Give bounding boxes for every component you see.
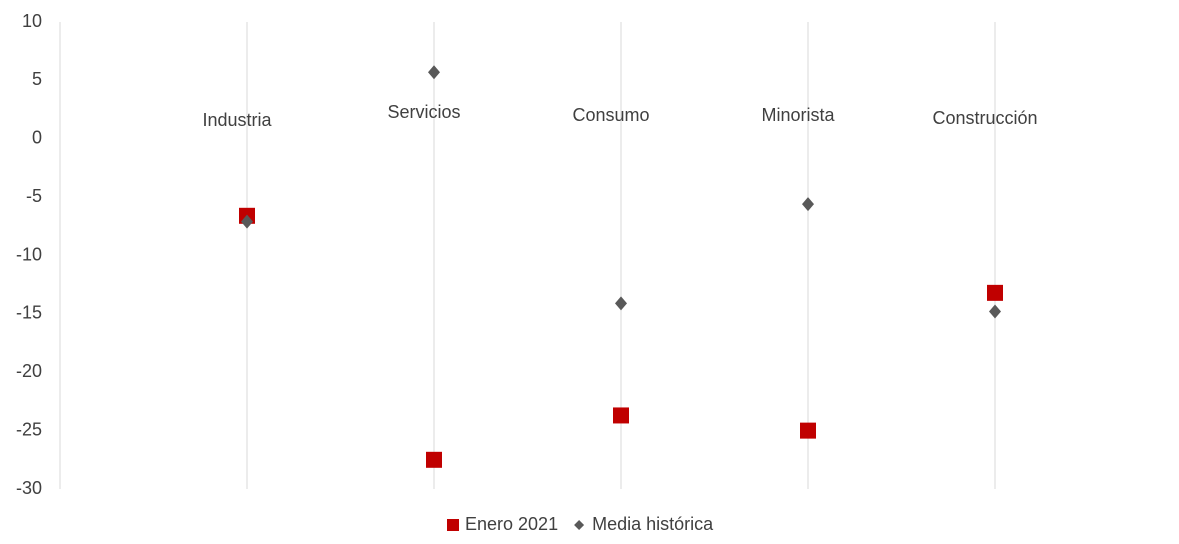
y-tick-label: -5: [26, 186, 42, 206]
marker: [426, 451, 442, 468]
category-label: Minorista: [761, 105, 835, 125]
marker: [615, 296, 627, 311]
category-label: Construcción: [932, 108, 1037, 128]
marker: [987, 284, 1003, 301]
y-tick-label: 0: [32, 128, 42, 148]
y-tick-label: -25: [16, 419, 42, 439]
legend-label: Media histórica: [592, 514, 714, 534]
y-tick-label: -15: [16, 303, 42, 323]
marker: [802, 197, 814, 212]
marker: [613, 407, 629, 424]
marker: [241, 214, 253, 229]
marker: [428, 65, 440, 80]
y-tick-label: -30: [16, 478, 42, 498]
legend-marker: [447, 519, 459, 531]
marker: [800, 422, 816, 439]
y-tick-label: 10: [22, 11, 42, 31]
category-label: Consumo: [572, 105, 649, 125]
legend-label: Enero 2021: [465, 514, 558, 534]
category-label: Industria: [202, 110, 272, 130]
y-tick-label: -20: [16, 361, 42, 381]
y-tick-label: -10: [16, 244, 42, 264]
category-label: Servicios: [387, 102, 460, 122]
marker: [989, 304, 1001, 319]
legend-marker: [574, 520, 585, 530]
y-tick-label: 5: [32, 69, 42, 89]
